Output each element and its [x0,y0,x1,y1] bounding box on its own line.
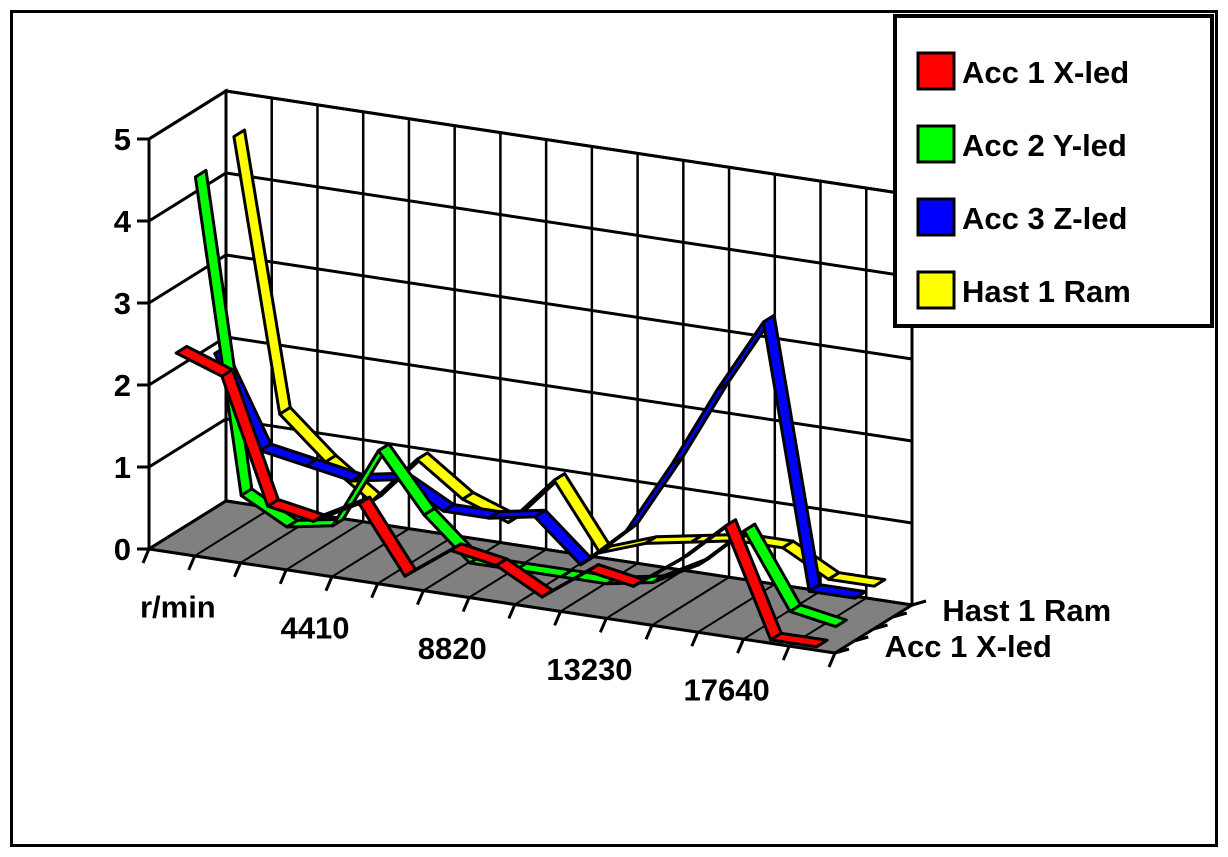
floor-gridline [560,562,639,613]
x-tick-mark [598,617,608,633]
legend-swatch [916,51,956,91]
x-tick-label: 4410 [281,610,350,645]
chart-labels: 0 1 2 3 4 5 r/min 4410 8820 13230 17640 Acc 1 X-led… [114,122,1111,708]
y-tick-label: 1 [114,450,131,485]
legend-label: Hast 1 Ram [962,274,1131,309]
series-ribbon [174,344,829,649]
y-tick-label: 3 [114,286,131,321]
x-tick-label: 13230 [546,652,632,687]
chart-ribbons [174,128,887,649]
x-tick-label: 8820 [418,631,487,666]
ribbon-segment [827,571,887,588]
y-tick-label: 5 [114,122,131,157]
depth-tick-mark [853,635,869,643]
floor-gridline [651,576,730,627]
floor-gridline [194,507,273,557]
x-tick-mark [141,548,151,564]
legend-swatch [916,124,956,164]
x-tick-mark [553,610,562,626]
x-tick-mark [507,603,517,620]
x-tick-mark [736,638,745,654]
chart-frame: 0 1 2 3 4 5 r/min 4410 8820 13230 17640 Acc 1 X-led… [10,10,1218,847]
depth-tick-mark [834,647,850,655]
x-tick-mark [644,624,654,640]
x-tick-mark [187,555,197,571]
ribbon-segment [769,631,829,649]
depth-tick-label: Hast 1 Ram [942,593,1111,628]
legend-swatch [916,270,956,310]
depth-tick-mark [892,611,908,619]
floor-gridline [377,534,456,585]
legend-label: Acc 2 Y-led [962,128,1127,163]
legend-swatch [916,197,956,237]
legend-label: Acc 1 X-led [962,55,1129,90]
x-tick-mark [416,590,425,606]
x-tick-mark [827,652,837,668]
depth-tick-mark [911,599,927,607]
chart-svg: 0 1 2 3 4 5 r/min 4410 8820 13230 17640 Acc 1 X-led… [114,14,1214,708]
x-tick-mark [324,576,334,592]
y-tick-label: 4 [114,204,132,239]
y-tick-label: 0 [114,532,131,567]
floor-gridline [605,569,684,620]
x-tick-mark [461,596,471,613]
x-tick-mark [278,569,288,585]
legend: Acc 1 X-led Acc 2 Y-led Acc 3 Z-led Hast 1 … [893,14,1214,328]
floor-gridline [422,541,501,592]
x-tick-label: 17640 [684,673,770,708]
x-tick-label: r/min [140,589,216,624]
x-tick-mark [781,645,791,661]
floor-gridline [743,590,822,640]
depth-tick-label: Acc 1 X-led [885,629,1052,664]
chart-axes [137,137,927,668]
x-tick-mark [233,562,242,578]
floor-gridline [148,500,227,550]
ribbon-segment [807,583,868,600]
depth-tick-mark [873,623,888,631]
floor-gridline [285,520,364,571]
x-tick-mark [370,583,380,599]
ribbon-segment [788,603,848,629]
x-tick-mark [690,631,700,647]
legend-label: Acc 3 Z-led [962,201,1127,236]
y-tick-label: 2 [114,368,131,403]
